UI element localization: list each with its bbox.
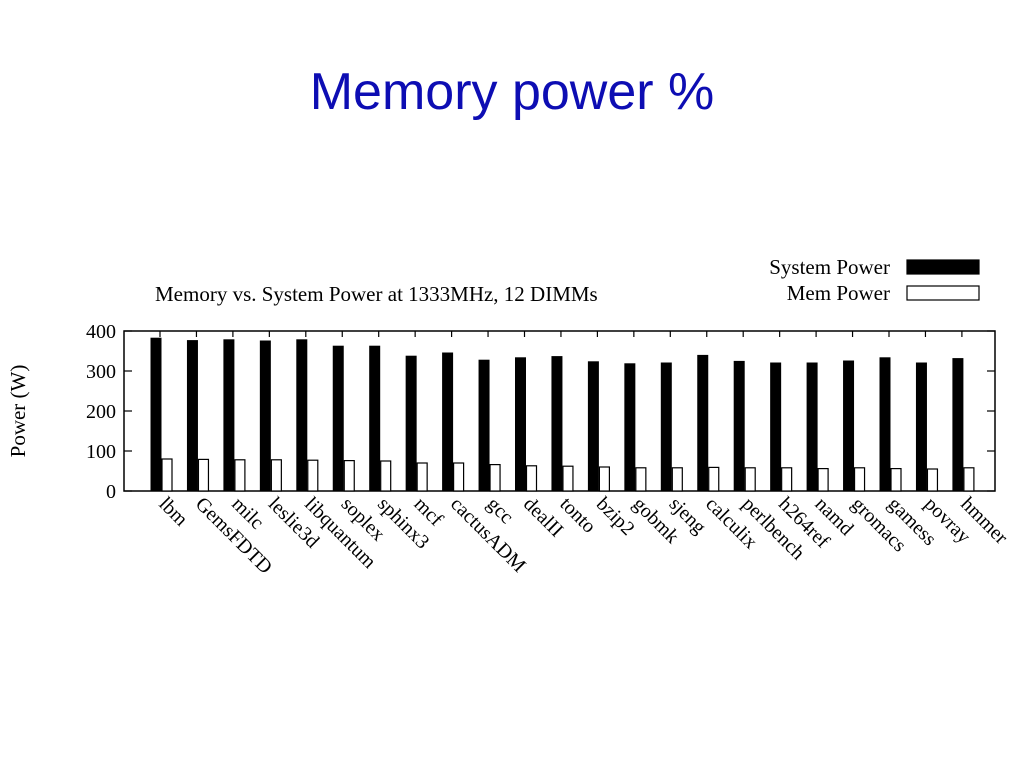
- mem-power-bar: [380, 460, 392, 492]
- y-tick-label: 100: [86, 441, 116, 463]
- y-axis-ticks: 0 100 200 300 400: [86, 321, 995, 503]
- mem-power-bar: [926, 468, 939, 492]
- system-power-bar: [332, 345, 344, 492]
- mem-power-bar: [708, 466, 720, 492]
- mem-power-bar: [963, 467, 975, 492]
- system-power-bar: [770, 362, 782, 492]
- memory-system-power-chart: Memory vs. System Power at 1333MHz, 12 D…: [6, 255, 1012, 578]
- mem-power-bar: [671, 467, 683, 492]
- system-power-bar: [223, 339, 235, 492]
- y-axis-label: Power (W): [6, 365, 30, 458]
- mem-power-bar: [161, 458, 173, 492]
- mem-power-bar: [562, 465, 574, 492]
- system-power-bar: [551, 356, 563, 492]
- system-power-bar: [660, 362, 672, 492]
- mem-power-bar: [270, 459, 282, 492]
- mem-power-bar: [234, 459, 246, 492]
- system-power-bar: [405, 355, 417, 492]
- system-power-bar: [186, 340, 198, 492]
- mem-power-bar: [416, 462, 428, 492]
- legend-swatch: [906, 285, 980, 301]
- system-power-bar: [915, 362, 927, 492]
- mem-power-bar: [343, 460, 355, 492]
- y-tick-label: 0: [106, 481, 116, 503]
- system-power-bar: [478, 359, 490, 492]
- mem-power-bar: [489, 464, 501, 492]
- mem-power-bar: [598, 466, 611, 492]
- mem-power-bar: [853, 467, 866, 492]
- mem-power-bar: [197, 458, 210, 492]
- mem-power-bar: [744, 467, 756, 492]
- system-power-bar: [442, 352, 454, 492]
- mem-power-bar: [307, 459, 319, 492]
- legend-label: Mem Power: [787, 281, 890, 305]
- y-tick-label: 300: [86, 361, 116, 383]
- y-tick-label: 200: [86, 401, 116, 423]
- system-power-bar: [259, 340, 271, 492]
- system-power-bar: [879, 357, 891, 492]
- mem-power-bar: [890, 468, 902, 492]
- system-power-bar: [843, 360, 855, 492]
- system-power-bar: [806, 362, 818, 492]
- system-power-bar: [296, 339, 308, 492]
- x-tick-label: bzip2: [592, 493, 639, 540]
- x-tick-label: lbm: [154, 493, 192, 531]
- system-power-bar: [952, 358, 964, 492]
- mem-power-bar: [781, 467, 793, 492]
- system-power-bar: [369, 345, 381, 492]
- legend-label: System Power: [769, 255, 890, 279]
- system-power-bar: [150, 337, 162, 492]
- y-tick-label: 400: [86, 321, 116, 343]
- system-power-bar: [515, 357, 526, 492]
- mem-power-bar: [817, 468, 829, 492]
- system-power-bar: [587, 361, 599, 492]
- mem-power-bar: [635, 467, 647, 492]
- system-power-bar: [624, 363, 636, 492]
- slide-title: Memory power %: [309, 63, 715, 121]
- system-power-bar: [697, 354, 709, 492]
- x-tick-label: dealII: [519, 493, 568, 542]
- system-power-bar: [733, 360, 745, 492]
- bars: [150, 337, 975, 492]
- legend-swatch: [906, 259, 980, 275]
- mem-power-bar: [525, 465, 538, 492]
- mem-power-bar: [453, 462, 465, 492]
- chart-title: Memory vs. System Power at 1333MHz, 12 D…: [155, 282, 598, 306]
